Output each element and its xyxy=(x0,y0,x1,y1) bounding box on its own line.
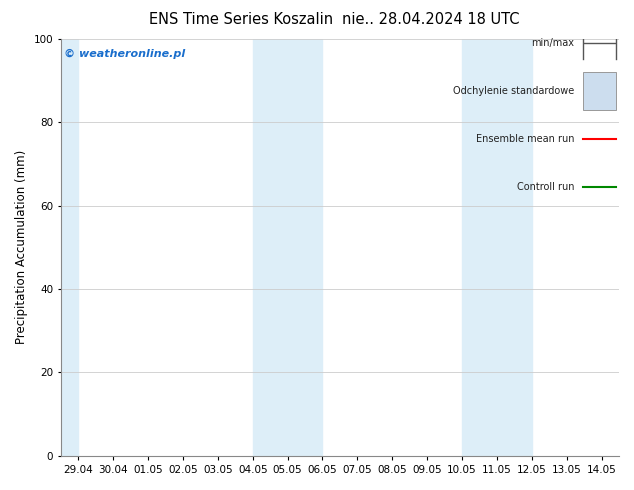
Bar xyxy=(61,39,78,456)
Point xyxy=(107,449,115,455)
Point xyxy=(107,449,115,455)
Bar xyxy=(462,39,532,456)
Text: ENS Time Series Koszalin: ENS Time Series Koszalin xyxy=(149,12,333,27)
Text: Odchylenie standardowe: Odchylenie standardowe xyxy=(453,86,574,96)
Point xyxy=(107,450,115,456)
Point xyxy=(109,449,117,455)
Point xyxy=(109,450,117,456)
Text: Controll run: Controll run xyxy=(517,182,574,192)
Y-axis label: Precipitation Accumulation (mm): Precipitation Accumulation (mm) xyxy=(15,150,28,344)
Point xyxy=(107,449,115,455)
Point xyxy=(109,449,117,455)
Point xyxy=(109,449,117,455)
Text: min/max: min/max xyxy=(531,38,574,48)
Bar xyxy=(583,72,616,110)
Text: nie.. 28.04.2024 18 UTC: nie.. 28.04.2024 18 UTC xyxy=(342,12,520,27)
Text: Ensemble mean run: Ensemble mean run xyxy=(476,134,574,144)
Bar xyxy=(253,39,323,456)
Point xyxy=(107,450,115,456)
Point xyxy=(109,450,117,456)
Text: © weatheronline.pl: © weatheronline.pl xyxy=(63,49,185,59)
